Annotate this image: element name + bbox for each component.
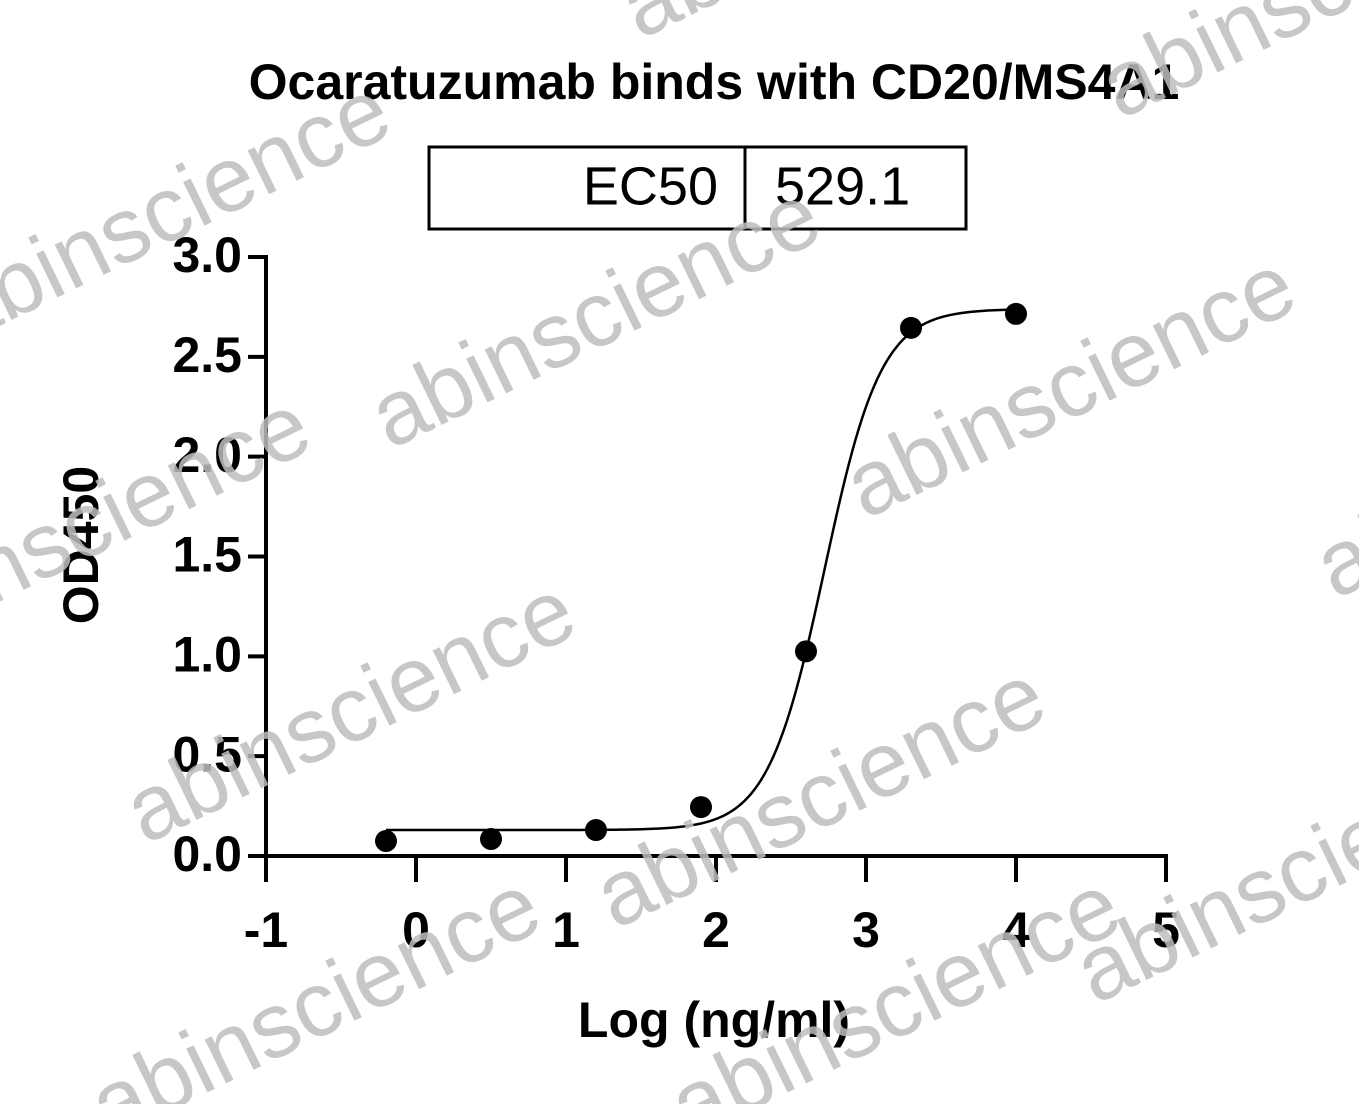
data-point [795,640,817,663]
watermark: abinscience [604,0,1085,58]
x-tick-label: 5 [1152,902,1180,958]
x-tick-label: 4 [1002,902,1030,958]
watermark: abinscience [1299,313,1359,618]
watermark: abinscience [109,558,590,863]
x-tick-label: 0 [402,902,430,958]
plot-area: 0.0 0.5 1.0 1.5 2.0 2.5 3.0 -1 0 1 2 3 4 5 [172,227,1179,958]
y-tick-label: 0.5 [172,726,242,782]
y-axis-label: OD450 [53,466,109,624]
data-point [480,828,502,851]
y-tick-label: 3.0 [172,227,242,283]
x-tick-label: -1 [244,902,288,958]
watermark: abinscience [0,373,325,678]
watermark: abinscience [74,853,555,1104]
watermark: abinscience [829,233,1310,538]
y-tick-label: 1.0 [172,627,242,683]
x-tick-label: 1 [552,902,580,958]
table-value: 529.1 [775,156,910,216]
x-tick-label: 3 [852,902,880,958]
data-point [690,796,712,819]
data-point [900,316,922,339]
x-tick-label: 2 [702,902,730,958]
ec50-table [427,145,968,231]
table-label: EC50 [583,156,718,216]
y-tick-label: 1.5 [172,527,242,583]
watermark: abinscience [1084,0,1359,138]
data-point [1005,302,1027,325]
data-point [585,819,607,842]
chart-title: Ocaratuzumab binds with CD20/MS4A1 [249,54,1180,110]
watermark: abinscience [1059,718,1359,1023]
y-tick-label: 2.5 [172,327,242,383]
x-axis-label: Log (ng/ml) [578,992,850,1048]
y-tick-label: 2.0 [172,427,242,483]
watermark: abinscience [0,58,405,363]
data-point [375,830,397,853]
y-tick-label: 0.0 [172,826,242,882]
